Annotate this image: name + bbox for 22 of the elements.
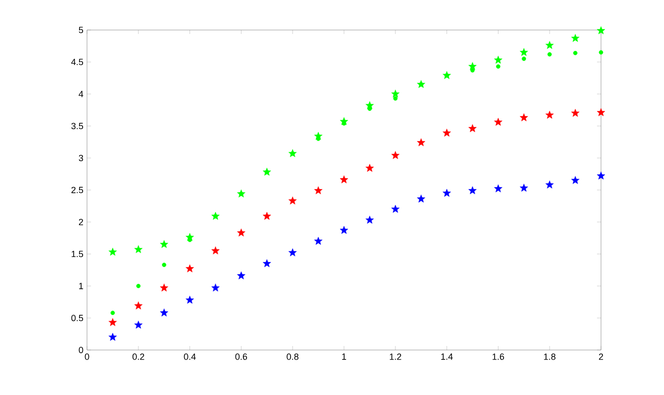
x-tick-label: 1.4 <box>441 354 453 360</box>
y-tick-label: 2.5 <box>71 186 84 194</box>
y-tick-label: 3 <box>78 154 84 162</box>
y-tick-label: 4.5 <box>71 58 84 66</box>
x-tick-label: 1 <box>342 354 346 360</box>
x-tick-label: 0 <box>84 354 90 360</box>
x-tick-label: 1.8 <box>544 354 556 360</box>
y-tick-label: 2 <box>78 218 84 226</box>
x-tick-label: 2 <box>598 354 604 360</box>
y-tick-label: 0 <box>78 346 84 354</box>
y-tick-label: 3.5 <box>71 122 84 130</box>
y-tick-label: 1 <box>79 282 84 290</box>
x-tick-label: 0.2 <box>132 354 144 360</box>
y-tick-label: 1.5 <box>72 250 84 258</box>
y-tick-label: 4 <box>78 90 84 98</box>
x-tick-label: 0.6 <box>235 354 248 360</box>
x-tick-label: 0.4 <box>184 354 196 360</box>
y-tick-label: 5 <box>78 26 84 34</box>
x-tick-label: 1.6 <box>492 354 504 360</box>
y-tick-label: 0.5 <box>71 314 84 322</box>
x-tick-label: 1.2 <box>390 354 402 360</box>
x-tick-label: 0.8 <box>286 354 298 360</box>
